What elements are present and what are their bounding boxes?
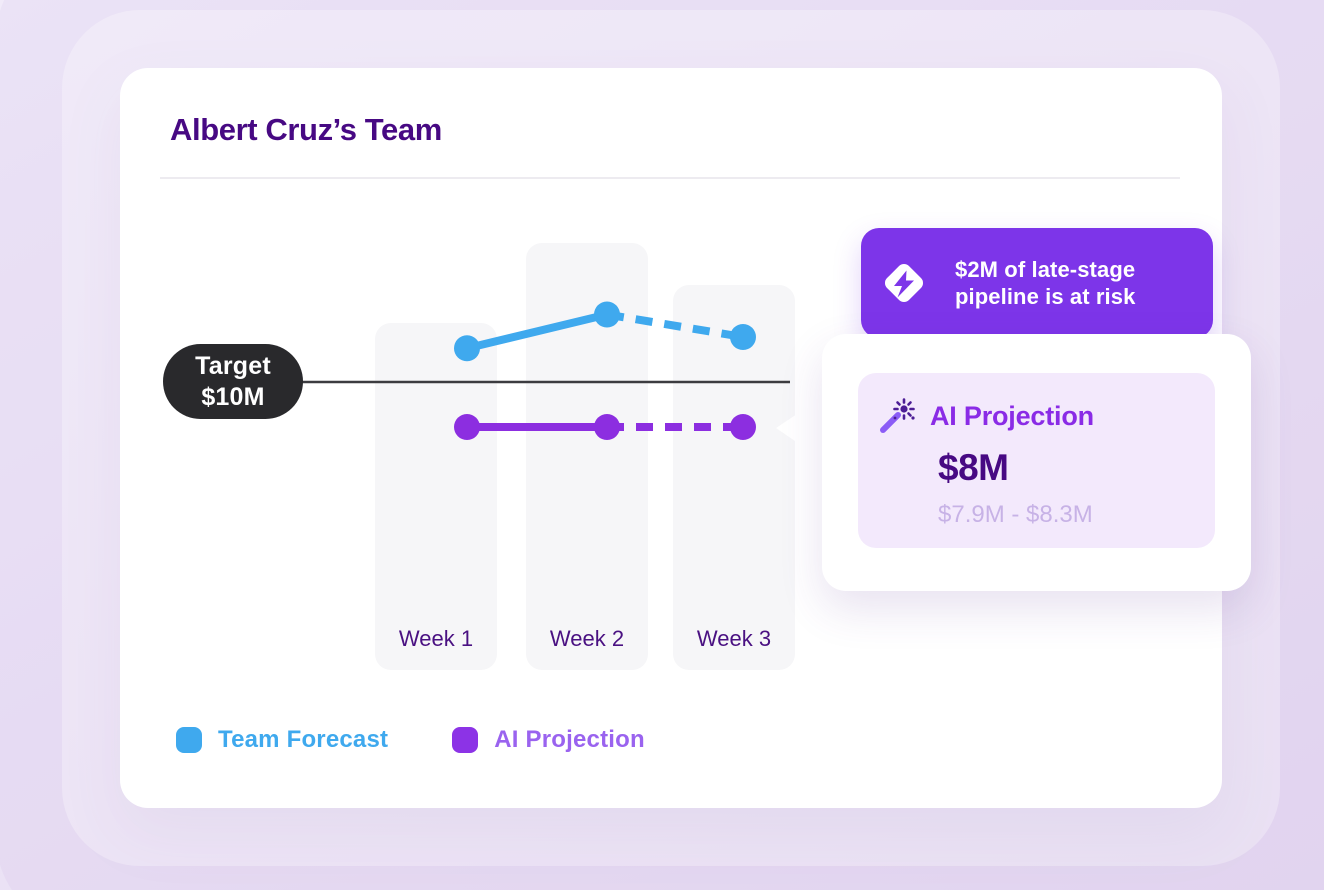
chart-column: [375, 323, 497, 670]
tooltip-range: $7.9M - $8.3M: [938, 501, 1093, 528]
legend-label: AI Projection: [494, 726, 645, 753]
series-line-projected: [606, 310, 744, 341]
target-label: Target: [195, 351, 271, 380]
week-label: Week 1: [399, 626, 473, 651]
ai-projection-tooltip: AI Projection $8M $7.9M - $8.3M: [822, 334, 1251, 591]
data-point[interactable]: [594, 301, 620, 328]
chart-legend: Team Forecast AI Projection: [176, 726, 645, 754]
data-point[interactable]: [730, 324, 756, 350]
chart-column: [526, 243, 648, 670]
page-title: Albert Cruz’s Team: [170, 112, 442, 147]
risk-alert-banner[interactable]: $2M of late-stage pipeline is at risk: [861, 228, 1213, 338]
tooltip-value: $8M: [938, 447, 1009, 488]
week-label: Week 2: [550, 626, 624, 651]
data-point[interactable]: [730, 414, 756, 440]
data-point[interactable]: [454, 335, 480, 362]
target-value: $10M: [201, 382, 265, 411]
ai-projection-swatch: [452, 727, 479, 753]
ai-projection-panel: AI Projection $8M $7.9M - $8.3M: [858, 373, 1215, 548]
title-divider: [160, 177, 1180, 179]
week-label: Week 3: [697, 626, 771, 651]
legend-item-team-forecast[interactable]: Team Forecast: [176, 726, 388, 754]
series-line-actual: [463, 310, 611, 353]
bolt-diamond-icon: [877, 256, 931, 310]
tooltip-title: AI Projection: [930, 400, 1094, 431]
team-forecast-swatch: [176, 727, 202, 753]
risk-alert-text: $2M of late-stage pipeline is at risk: [955, 257, 1136, 309]
magic-wand-icon: [876, 395, 918, 437]
data-point[interactable]: [594, 414, 620, 440]
data-point[interactable]: [454, 414, 480, 440]
legend-label: Team Forecast: [218, 726, 389, 753]
legend-item-ai-projection[interactable]: AI Projection: [452, 726, 645, 754]
target-pill: Target $10M: [163, 344, 303, 419]
tooltip-tail: [776, 396, 824, 461]
